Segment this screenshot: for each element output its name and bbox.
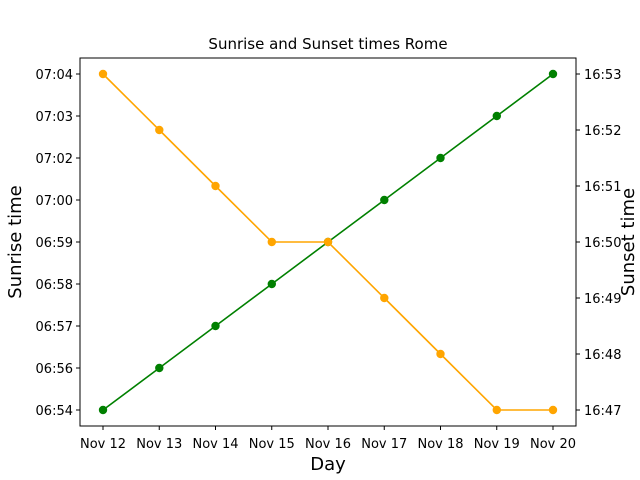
- data-point-sunrise: [380, 195, 389, 205]
- data-point-sunrise: [155, 363, 164, 373]
- x-axis-label: Day: [310, 454, 346, 475]
- data-point-sunrise: [436, 153, 445, 163]
- y-right-tick-label: 16:50: [584, 236, 621, 251]
- y-left-tick-label: 06:59: [36, 236, 73, 251]
- y-right-tick-label: 16:52: [584, 124, 621, 139]
- data-point-sunset: [548, 405, 558, 415]
- y-left-tick-label: 07:03: [36, 110, 73, 125]
- data-point-sunrise: [548, 69, 558, 79]
- y-left-tick-label: 06:54: [36, 404, 73, 419]
- y-left-tick-label: 06:58: [36, 278, 73, 293]
- x-tick-label: Nov 20: [530, 437, 576, 452]
- y-left-tick-label: 07:02: [36, 152, 73, 167]
- y-right-tick-label: 16:49: [584, 292, 621, 307]
- y-left-tick-label: 07:00: [36, 194, 73, 209]
- data-point-sunrise: [98, 405, 108, 415]
- x-tick-label: Nov 15: [249, 437, 295, 452]
- x-tick-label: Nov 18: [417, 437, 463, 452]
- data-point-sunset: [211, 181, 220, 191]
- y-right-tick-label: 16:48: [584, 348, 621, 363]
- y-axis-right-label: Sunset time: [618, 188, 639, 296]
- data-point-sunset: [436, 349, 445, 359]
- y-left-tick-label: 06:56: [36, 362, 73, 377]
- y-right-tick-label: 16:51: [584, 180, 621, 195]
- data-point-sunrise: [211, 321, 220, 331]
- data-point-sunset: [323, 237, 333, 247]
- x-tick-label: Nov 17: [361, 437, 407, 452]
- y-left-tick-label: 07:04: [36, 68, 73, 83]
- y-axis-left-label: Sunrise time: [5, 185, 26, 298]
- chart-title: Sunrise and Sunset times Rome: [208, 35, 447, 53]
- x-tick-label: Nov 13: [136, 437, 182, 452]
- x-tick-label: Nov 14: [192, 437, 238, 452]
- data-point-sunrise: [492, 111, 501, 121]
- y-left-tick-label: 06:57: [36, 320, 73, 335]
- data-point-sunset: [98, 69, 108, 79]
- data-point-sunset: [492, 405, 501, 415]
- y-right-tick-label: 16:47: [584, 404, 621, 419]
- x-tick-label: Nov 19: [474, 437, 520, 452]
- data-point-sunrise: [267, 279, 276, 289]
- x-tick-label: Nov 16: [305, 437, 351, 452]
- data-point-sunset: [267, 237, 276, 247]
- x-tick-label: Nov 12: [80, 437, 126, 452]
- data-point-sunset: [155, 125, 164, 135]
- data-point-sunset: [380, 293, 389, 303]
- y-right-tick-label: 16:53: [584, 68, 621, 83]
